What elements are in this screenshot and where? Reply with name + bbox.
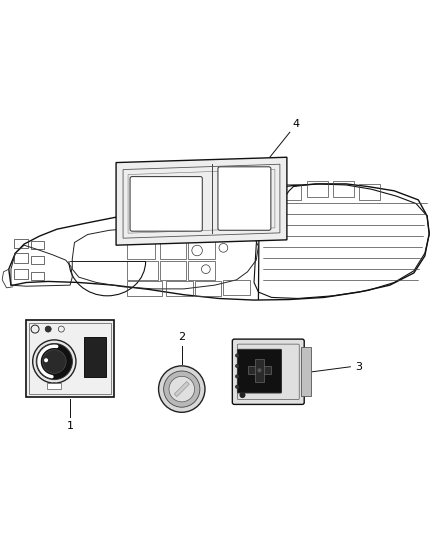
Bar [14,269,28,279]
Bar [195,281,221,296]
Bar [127,261,158,280]
Bar [127,281,162,296]
Bar [243,219,258,235]
Bar [84,337,106,377]
Circle shape [159,366,205,413]
Bar [31,272,44,280]
Text: 4: 4 [293,119,300,129]
Bar [280,184,301,200]
Bar [307,181,328,197]
Circle shape [42,350,66,373]
Bar [29,323,111,394]
FancyBboxPatch shape [130,176,202,231]
Circle shape [235,374,239,378]
Bar [153,221,177,238]
Circle shape [45,326,51,332]
FancyBboxPatch shape [218,167,271,230]
Circle shape [258,368,261,373]
Bar [174,382,189,397]
Bar [248,366,271,374]
Bar [184,217,208,235]
Circle shape [51,383,57,389]
Bar [14,239,28,248]
Bar [31,241,44,249]
Text: 3: 3 [355,362,362,372]
Circle shape [235,353,239,358]
Circle shape [235,364,239,368]
Circle shape [33,340,76,383]
Bar [31,256,44,264]
Bar [359,184,380,200]
Bar [47,383,61,389]
Bar [26,320,114,397]
Circle shape [44,358,48,362]
Bar [188,237,215,259]
Circle shape [36,343,72,379]
Circle shape [169,376,194,402]
Bar [160,261,186,280]
Bar [223,280,250,295]
Bar [301,348,311,397]
Polygon shape [116,157,287,245]
Bar [160,237,186,259]
Circle shape [164,371,200,407]
Bar [14,253,28,263]
Circle shape [240,392,245,398]
Bar [215,217,239,235]
Bar [127,237,155,259]
Text: 2: 2 [178,332,185,342]
Bar [166,281,193,296]
Bar [255,359,264,382]
Bar [188,261,215,280]
FancyBboxPatch shape [232,339,304,405]
Bar [333,181,354,197]
Text: 1: 1 [67,421,74,431]
FancyBboxPatch shape [237,349,282,393]
Circle shape [235,385,239,389]
